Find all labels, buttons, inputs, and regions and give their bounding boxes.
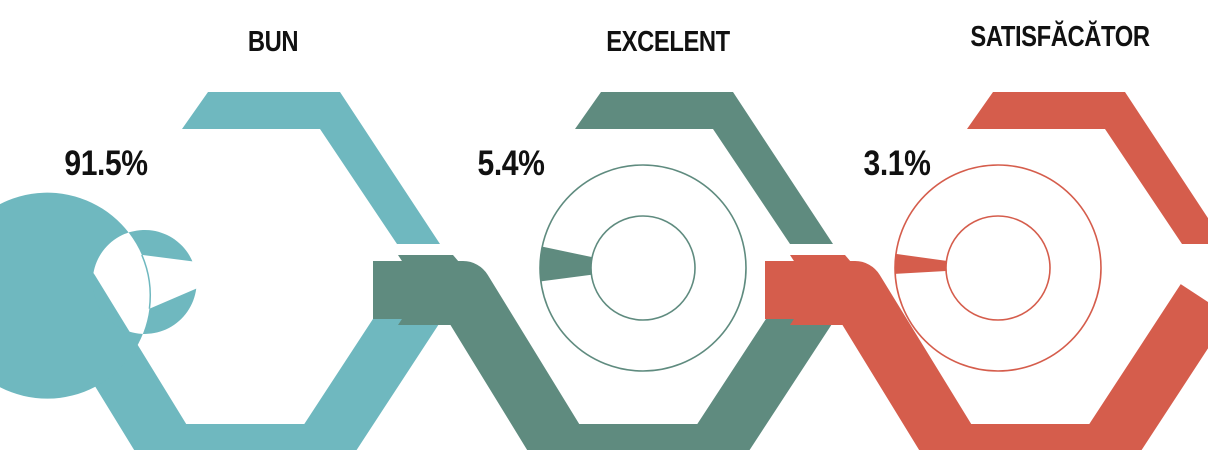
band-notch-satisfacator	[790, 255, 875, 325]
donut-slice-excelent	[540, 246, 593, 282]
value-label-satisfacator: 3.1%	[863, 144, 931, 183]
upper-band-satisfacator	[967, 92, 1208, 244]
donut-inner-excelent	[590, 215, 696, 321]
upper-band-excelent	[575, 92, 833, 244]
donut-gap-outline-bun	[141, 254, 151, 309]
category-label-excelent: EXCELENT	[606, 26, 730, 58]
category-label-bun: BUN	[247, 26, 299, 58]
upper-band-bun	[182, 92, 440, 244]
value-label-bun: 91.5%	[64, 144, 148, 183]
value-label-excelent: 5.4%	[477, 144, 545, 183]
donut-slice-bun	[0, 192, 197, 399]
band-notch-excelent	[398, 255, 483, 325]
donut-slice-satisfacator	[894, 253, 947, 274]
donut-inner-satisfacator	[945, 215, 1051, 321]
category-label-satisfacator: SATISFĂCĂTOR	[970, 21, 1150, 53]
